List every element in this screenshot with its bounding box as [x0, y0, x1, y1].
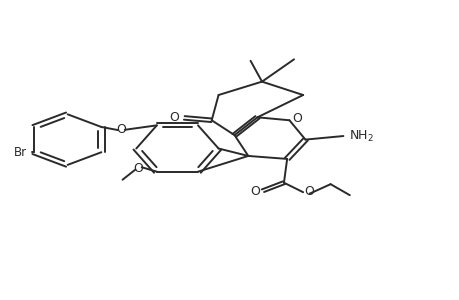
Text: NH$_2$: NH$_2$ [348, 128, 373, 144]
Text: O: O [304, 184, 314, 197]
Text: O: O [169, 111, 179, 124]
Text: Br: Br [14, 146, 27, 159]
Text: O: O [116, 123, 126, 136]
Text: O: O [249, 185, 259, 198]
Text: O: O [133, 162, 143, 175]
Text: O: O [291, 112, 301, 125]
